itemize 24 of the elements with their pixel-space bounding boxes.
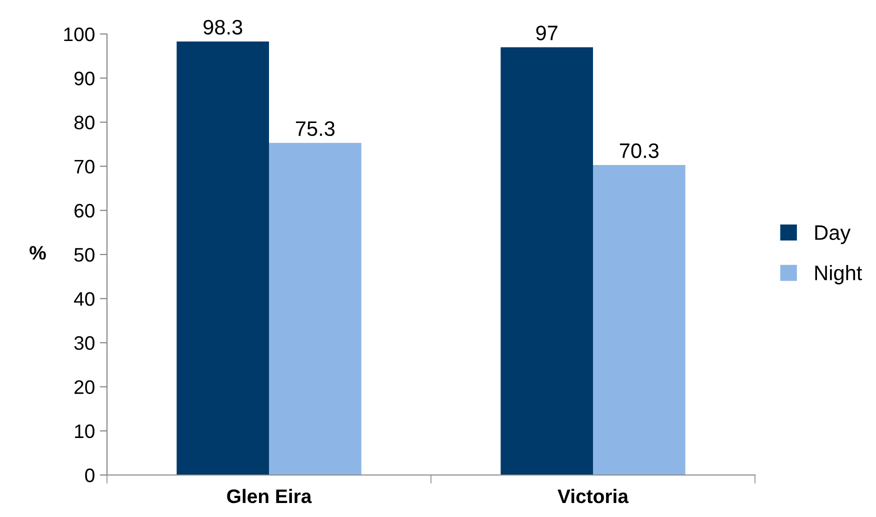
bar [593,164,686,475]
x-tick-label: Glen Eira [227,488,312,504]
y-tick-label: 80 [74,116,94,130]
legend-label: Night [815,265,862,284]
bar [500,47,593,475]
data-label: 98.3 [204,20,242,35]
y-tick-label: 50 [74,248,94,262]
y-tick-label: 30 [74,336,94,350]
data-label: 70.3 [620,143,659,158]
y-tick-label: 10 [75,424,94,438]
y-tick-label: 90 [74,72,94,86]
y-tick-label: 70 [74,160,94,174]
y-tick-label: 40 [74,292,94,306]
legend-label: Day [815,225,851,244]
y-tick-label: 20 [74,380,94,394]
y-tick-label: 100 [64,27,94,42]
data-label: 97 [536,26,558,40]
data-label: 75.3 [296,121,335,136]
bar [176,41,269,475]
y-tick-label: 0 [85,468,94,482]
y-axis-title: % [30,246,46,260]
x-tick-label: Victoria [558,488,629,504]
y-tick-label: 60 [74,204,94,218]
bar [269,142,362,475]
